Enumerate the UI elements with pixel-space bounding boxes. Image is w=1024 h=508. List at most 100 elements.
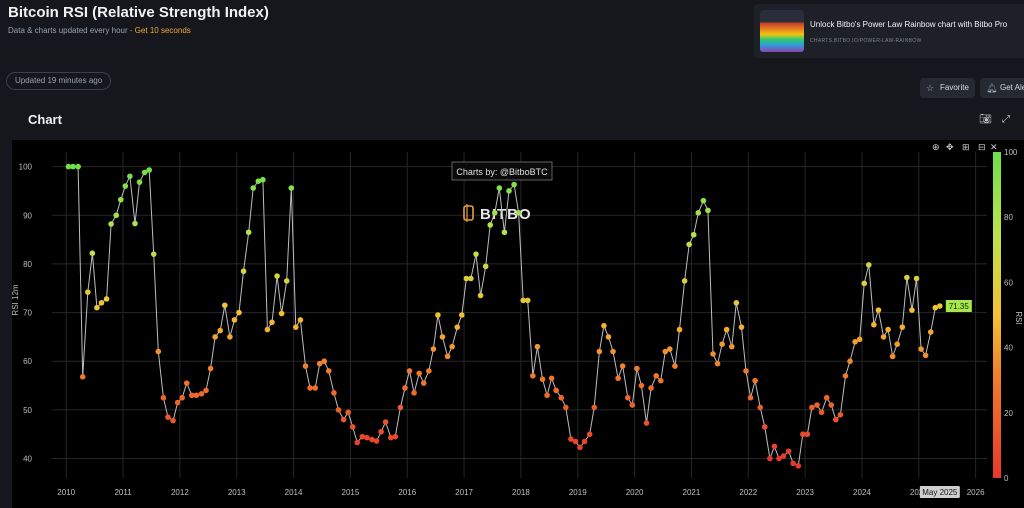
rsi-point[interactable]	[132, 220, 138, 227]
rsi-point[interactable]	[814, 402, 820, 408]
rsi-point[interactable]	[420, 380, 427, 386]
rsi-point[interactable]	[662, 348, 669, 355]
rsi-point[interactable]	[302, 363, 309, 369]
rsi-point[interactable]	[283, 278, 290, 284]
rsi-point[interactable]	[927, 329, 934, 335]
rsi-point[interactable]	[89, 250, 96, 257]
rsi-point[interactable]	[108, 221, 114, 227]
rsi-point[interactable]	[800, 431, 806, 438]
rsi-point[interactable]	[710, 351, 716, 357]
rsi-point[interactable]	[581, 438, 588, 445]
rsi-point[interactable]	[785, 448, 792, 455]
rsi-point[interactable]	[913, 275, 920, 282]
favorite-button[interactable]: ☆ Favorite	[920, 78, 975, 98]
rsi-point[interactable]	[524, 297, 531, 304]
rsi-point[interactable]	[94, 304, 100, 311]
rsi-point[interactable]	[757, 404, 764, 411]
rsi-point[interactable]	[539, 376, 546, 383]
rsi-point[interactable]	[747, 394, 754, 401]
rsi-point[interactable]	[534, 343, 541, 350]
rsi-point[interactable]	[767, 455, 773, 462]
rsi-point[interactable]	[634, 365, 640, 372]
rsi-point[interactable]	[904, 274, 910, 281]
rsi-point[interactable]	[828, 402, 835, 408]
rsi-point[interactable]	[473, 251, 479, 257]
rsi-point[interactable]	[141, 169, 148, 176]
rsi-point[interactable]	[103, 296, 110, 302]
rsi-point[interactable]	[482, 263, 489, 270]
rsi-point[interactable]	[326, 368, 332, 374]
rsi-point[interactable]	[752, 377, 758, 384]
rsi-point[interactable]	[852, 338, 858, 345]
rsi-point[interactable]	[491, 210, 498, 216]
rsi-point[interactable]	[207, 365, 214, 372]
rsi-point[interactable]	[378, 428, 384, 435]
rsi-point[interactable]	[174, 399, 181, 406]
promo-card[interactable]: Unlock Bitbo's Power Law Rainbow chart w…	[754, 4, 1024, 58]
rsi-point[interactable]	[653, 373, 659, 379]
rsi-point[interactable]	[605, 334, 612, 340]
rsi-point[interactable]	[160, 394, 167, 401]
rsi-point[interactable]	[430, 346, 437, 352]
zoom-in-icon[interactable]: ⊞	[962, 142, 970, 152]
rsi-chart[interactable]: 40 50 60 70 80 90 100 2010 2011 2012 2013 2014 2015…	[11, 140, 1024, 508]
rsi-point[interactable]	[113, 212, 120, 219]
rsi-point[interactable]	[85, 289, 91, 295]
rsi-point[interactable]	[771, 443, 778, 450]
rsi-point[interactable]	[733, 300, 740, 306]
rsi-point[interactable]	[553, 387, 559, 394]
rsi-point[interactable]	[610, 348, 616, 355]
rsi-point[interactable]	[833, 416, 839, 423]
rsi-point[interactable]	[70, 163, 76, 170]
rsi-point[interactable]	[75, 163, 81, 170]
rsi-point[interactable]	[297, 317, 304, 323]
rsi-point[interactable]	[790, 460, 796, 467]
rsi-point[interactable]	[648, 385, 654, 391]
rsi-point[interactable]	[681, 278, 688, 284]
rsi-point[interactable]	[700, 197, 707, 204]
rsi-point[interactable]	[435, 312, 441, 318]
rsi-point[interactable]	[170, 417, 176, 424]
rsi-point[interactable]	[865, 262, 872, 268]
rsi-point[interactable]	[823, 394, 830, 401]
rsi-point[interactable]	[515, 210, 522, 216]
rsi-point[interactable]	[117, 196, 124, 203]
rsi-point[interactable]	[245, 229, 252, 236]
rsi-point[interactable]	[780, 453, 787, 459]
rsi-point[interactable]	[667, 346, 673, 352]
zoom-out-icon[interactable]: ⊟	[978, 142, 986, 152]
rsi-point[interactable]	[136, 179, 143, 185]
rsi-point[interactable]	[818, 409, 825, 416]
rsi-point[interactable]	[615, 375, 621, 382]
rsi-point[interactable]	[79, 373, 86, 380]
rsi-point[interactable]	[193, 392, 200, 399]
rsi-point[interactable]	[463, 275, 470, 282]
rsi-point[interactable]	[189, 392, 195, 399]
rsi-point[interactable]	[335, 407, 342, 413]
rsi-point[interactable]	[875, 307, 882, 313]
rsi-point[interactable]	[392, 433, 399, 440]
rsi-point[interactable]	[369, 436, 375, 443]
rsi-point[interactable]	[487, 222, 494, 228]
rsi-point[interactable]	[359, 433, 366, 440]
rsi-point[interactable]	[269, 319, 275, 326]
rsi-point[interactable]	[586, 431, 593, 438]
rsi-point[interactable]	[250, 185, 257, 191]
rsi-point[interactable]	[293, 324, 299, 330]
rsi-point[interactable]	[373, 438, 380, 444]
rsi-point[interactable]	[601, 322, 607, 329]
rsi-point[interactable]	[723, 326, 730, 333]
rsi-point[interactable]	[307, 385, 313, 391]
rsi-point[interactable]	[278, 310, 285, 317]
rsi-point[interactable]	[203, 387, 209, 394]
rsi-point[interactable]	[349, 424, 356, 430]
rsi-point[interactable]	[530, 373, 536, 379]
rsi-point[interactable]	[776, 455, 782, 462]
rsi-point[interactable]	[397, 404, 404, 411]
rsi-point[interactable]	[236, 309, 242, 316]
rsi-point[interactable]	[340, 416, 347, 423]
rsi-point[interactable]	[714, 360, 721, 367]
rsi-point[interactable]	[842, 373, 849, 379]
rsi-point[interactable]	[690, 231, 697, 238]
rsi-point[interactable]	[127, 173, 133, 180]
